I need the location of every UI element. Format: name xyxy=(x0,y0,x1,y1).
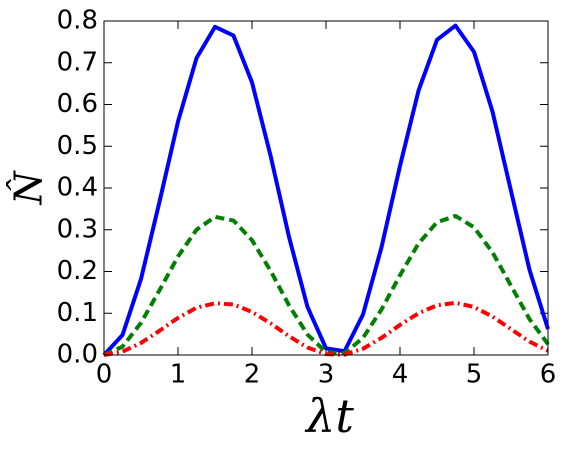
x-tick-label: 2 xyxy=(244,360,261,390)
x-tick-label: 5 xyxy=(466,360,483,390)
x-tick-label: 4 xyxy=(392,360,409,390)
plot-frame xyxy=(103,20,549,356)
y-tick-label: 0.3 xyxy=(57,214,98,244)
line-series xyxy=(103,213,550,357)
y-tick-label: 0.5 xyxy=(57,131,98,161)
line-series xyxy=(102,23,550,357)
y-axis-label: N̂ xyxy=(7,170,51,206)
y-tick-label: 0.8 xyxy=(57,6,98,36)
y-tick-label: 0.4 xyxy=(57,173,98,203)
y-tick-label: 0.0 xyxy=(57,340,98,370)
y-tick-label: 0.1 xyxy=(57,298,98,328)
y-tick-label: 0.2 xyxy=(57,256,98,286)
line-series xyxy=(103,300,549,357)
y-tick-label: 0.6 xyxy=(57,89,98,119)
x-axis-label: λt xyxy=(304,389,354,443)
x-tick-label: 3 xyxy=(318,360,335,390)
y-tick-label: 0.7 xyxy=(57,47,98,77)
x-tick-label: 6 xyxy=(540,360,557,390)
x-tick-label: 0 xyxy=(96,360,113,390)
x-tick-label: 1 xyxy=(170,360,187,390)
